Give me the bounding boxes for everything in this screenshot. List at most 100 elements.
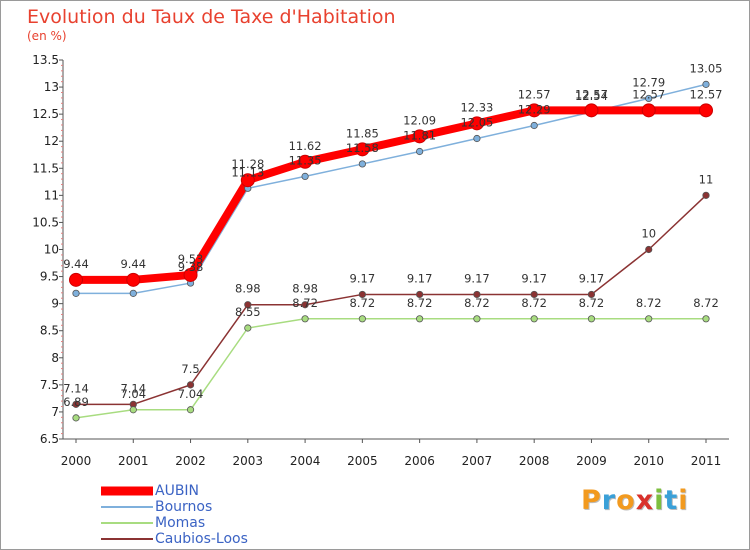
data-label: 8.72 <box>521 296 547 310</box>
data-point <box>473 290 481 299</box>
chart-series-lines <box>72 83 710 419</box>
data-point <box>702 315 710 323</box>
y-tick-label: 13 <box>44 80 59 94</box>
data-point <box>527 103 542 118</box>
x-tick-label: 2003 <box>233 454 264 468</box>
y-tick-label: 12.5 <box>32 107 59 121</box>
chart-unit-label: (en %) <box>27 29 67 43</box>
series-line-3 <box>75 194 707 406</box>
data-point <box>469 116 484 131</box>
data-point <box>129 406 137 414</box>
data-label: 7.04 <box>178 387 204 401</box>
data-label: 8.98 <box>235 282 261 296</box>
data-label: 9.17 <box>407 271 433 285</box>
y-tick-label: 6.5 <box>40 432 59 446</box>
data-point <box>358 160 366 168</box>
chart-title: Evolution du Taux de Taxe d'Habitation <box>27 6 396 28</box>
data-label: 7.04 <box>120 387 146 401</box>
data-point <box>645 94 653 103</box>
y-tick-label: 11.5 <box>32 161 59 175</box>
data-label: 12.09 <box>403 113 436 127</box>
x-tick-label: 2008 <box>519 454 550 468</box>
data-point <box>587 315 596 323</box>
y-tick-label: 8 <box>51 351 59 365</box>
data-point <box>473 134 481 143</box>
data-point <box>244 324 252 332</box>
legend-swatch <box>101 486 153 496</box>
legend-label: Bournos <box>155 499 213 515</box>
data-point <box>587 290 596 299</box>
data-label: 11.62 <box>289 139 322 153</box>
y-tick-label: 12 <box>44 134 59 148</box>
data-label: 7.14 <box>63 381 89 395</box>
data-point <box>358 290 366 299</box>
data-label: 9.17 <box>579 271 605 285</box>
data-label: 11.85 <box>346 126 379 140</box>
data-label: 9.38 <box>178 260 204 274</box>
data-label: 13.05 <box>690 61 723 75</box>
legend-item: AUBIN <box>101 483 341 499</box>
data-point <box>186 406 195 414</box>
data-point <box>72 400 80 408</box>
data-label: 12.29 <box>518 103 551 117</box>
data-label: 8.72 <box>636 296 662 310</box>
series-line-0 <box>72 106 710 284</box>
data-label: 9.17 <box>521 271 547 285</box>
data-point <box>301 315 309 323</box>
data-label: 12.57 <box>575 87 608 101</box>
data-label: 12.33 <box>460 100 493 114</box>
legend-swatch <box>101 538 153 540</box>
data-label: 12.57 <box>690 87 723 101</box>
logo-letter: P <box>581 485 602 516</box>
data-point <box>298 154 313 169</box>
data-point <box>358 315 366 323</box>
legend-swatch <box>101 506 153 508</box>
data-label: 12.05 <box>460 116 493 130</box>
data-label: 6.89 <box>63 395 89 409</box>
series-line-1 <box>75 83 707 295</box>
data-label: 8.72 <box>292 296 318 310</box>
data-point <box>186 381 195 389</box>
data-point <box>530 315 538 323</box>
data-point <box>645 245 653 254</box>
data-label: 9.44 <box>63 257 89 271</box>
chart-series-points <box>69 80 713 422</box>
logo-letter: i <box>678 485 689 516</box>
y-tick-label: 10 <box>44 243 59 257</box>
data-label: 12.57 <box>632 87 665 101</box>
data-label: 9.53 <box>178 252 204 266</box>
y-tick-label: 13.5 <box>32 53 59 67</box>
x-tick-label: 2010 <box>633 454 664 468</box>
y-tick-label: 8.5 <box>40 324 59 338</box>
x-tick-label: 2000 <box>61 454 92 468</box>
x-tick-label: 2009 <box>576 454 607 468</box>
x-tick-label: 2007 <box>462 454 493 468</box>
logo-letter: t <box>664 485 679 516</box>
data-label: 11.58 <box>346 141 379 155</box>
proxiti-logo: Proxiti <box>581 485 689 516</box>
data-label: 8.72 <box>407 296 433 310</box>
data-point <box>416 315 424 323</box>
y-tick-label: 7 <box>51 405 59 419</box>
data-point <box>641 103 656 118</box>
y-tick-label: 7.5 <box>40 378 59 392</box>
data-point <box>69 272 83 287</box>
data-label: 11.35 <box>289 153 322 167</box>
x-tick-label: 2004 <box>290 454 321 468</box>
chart-axes: 6.5 7 7.5 8 8.5 9 9.5 10 10.5 11 11.5 12 12.5 13 13.5 2… <box>32 53 729 468</box>
x-tick-label: 2002 <box>175 454 206 468</box>
data-label: 7.14 <box>120 381 146 395</box>
data-point <box>301 301 309 309</box>
data-label: 8.55 <box>235 305 261 319</box>
data-label: 12.57 <box>518 87 551 101</box>
x-tick-label: 2011 <box>691 454 722 468</box>
data-point <box>129 289 137 297</box>
legend-label: Momas <box>155 515 206 531</box>
x-tick-label: 2005 <box>347 454 378 468</box>
data-point <box>355 142 370 157</box>
data-point <box>183 267 198 282</box>
logo-letter: o <box>616 485 636 516</box>
data-label: 9.44 <box>120 257 146 271</box>
data-point <box>301 172 309 181</box>
